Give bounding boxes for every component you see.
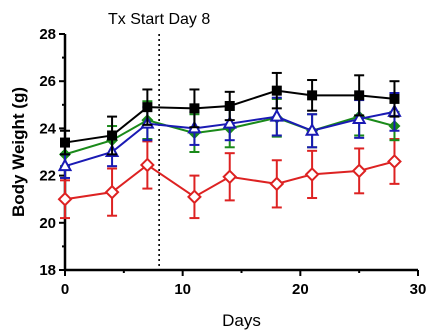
data-point — [304, 167, 320, 182]
data-point — [222, 115, 237, 129]
data-point — [224, 100, 235, 111]
data-point — [269, 176, 285, 192]
series-square — [60, 71, 400, 156]
y-tick-label: 24 — [39, 120, 56, 137]
x-tick-label: 20 — [292, 281, 309, 298]
series-open-diamond — [57, 138, 402, 220]
y-tick-label: 28 — [39, 26, 56, 43]
data-point — [104, 184, 120, 200]
data-point — [107, 130, 118, 141]
treatment-start-annotation: Tx Start Day 8 — [108, 11, 210, 28]
data-point — [187, 189, 202, 205]
data-point — [189, 103, 200, 114]
data-point — [351, 110, 367, 124]
y-tick-label: 26 — [39, 73, 56, 90]
data-point — [351, 163, 367, 179]
data-point — [307, 90, 318, 101]
data-point — [222, 169, 238, 185]
data-point — [269, 108, 284, 122]
y-tick-label: 22 — [39, 168, 56, 185]
x-tick-label: 10 — [174, 281, 191, 298]
data-point — [304, 122, 320, 136]
data-point — [354, 90, 365, 101]
y-tick-label: 18 — [39, 262, 56, 279]
data-point — [57, 191, 73, 207]
axes: 18 20 22 24 26 28 0 10 20 30 — [39, 26, 426, 298]
data-point — [271, 85, 282, 96]
x-tick-label: 0 — [61, 281, 69, 298]
data-point — [389, 93, 400, 104]
y-tick-label: 20 — [39, 215, 56, 232]
y-axis-title: Body Weight (g) — [9, 87, 28, 217]
data-point — [60, 137, 70, 148]
data-point — [57, 158, 73, 172]
x-axis-title: Days — [222, 311, 261, 330]
data-point — [142, 102, 153, 113]
x-tick-label: 30 — [410, 281, 427, 298]
data-point — [387, 154, 402, 169]
data-point — [139, 157, 155, 173]
data-series — [57, 71, 402, 220]
